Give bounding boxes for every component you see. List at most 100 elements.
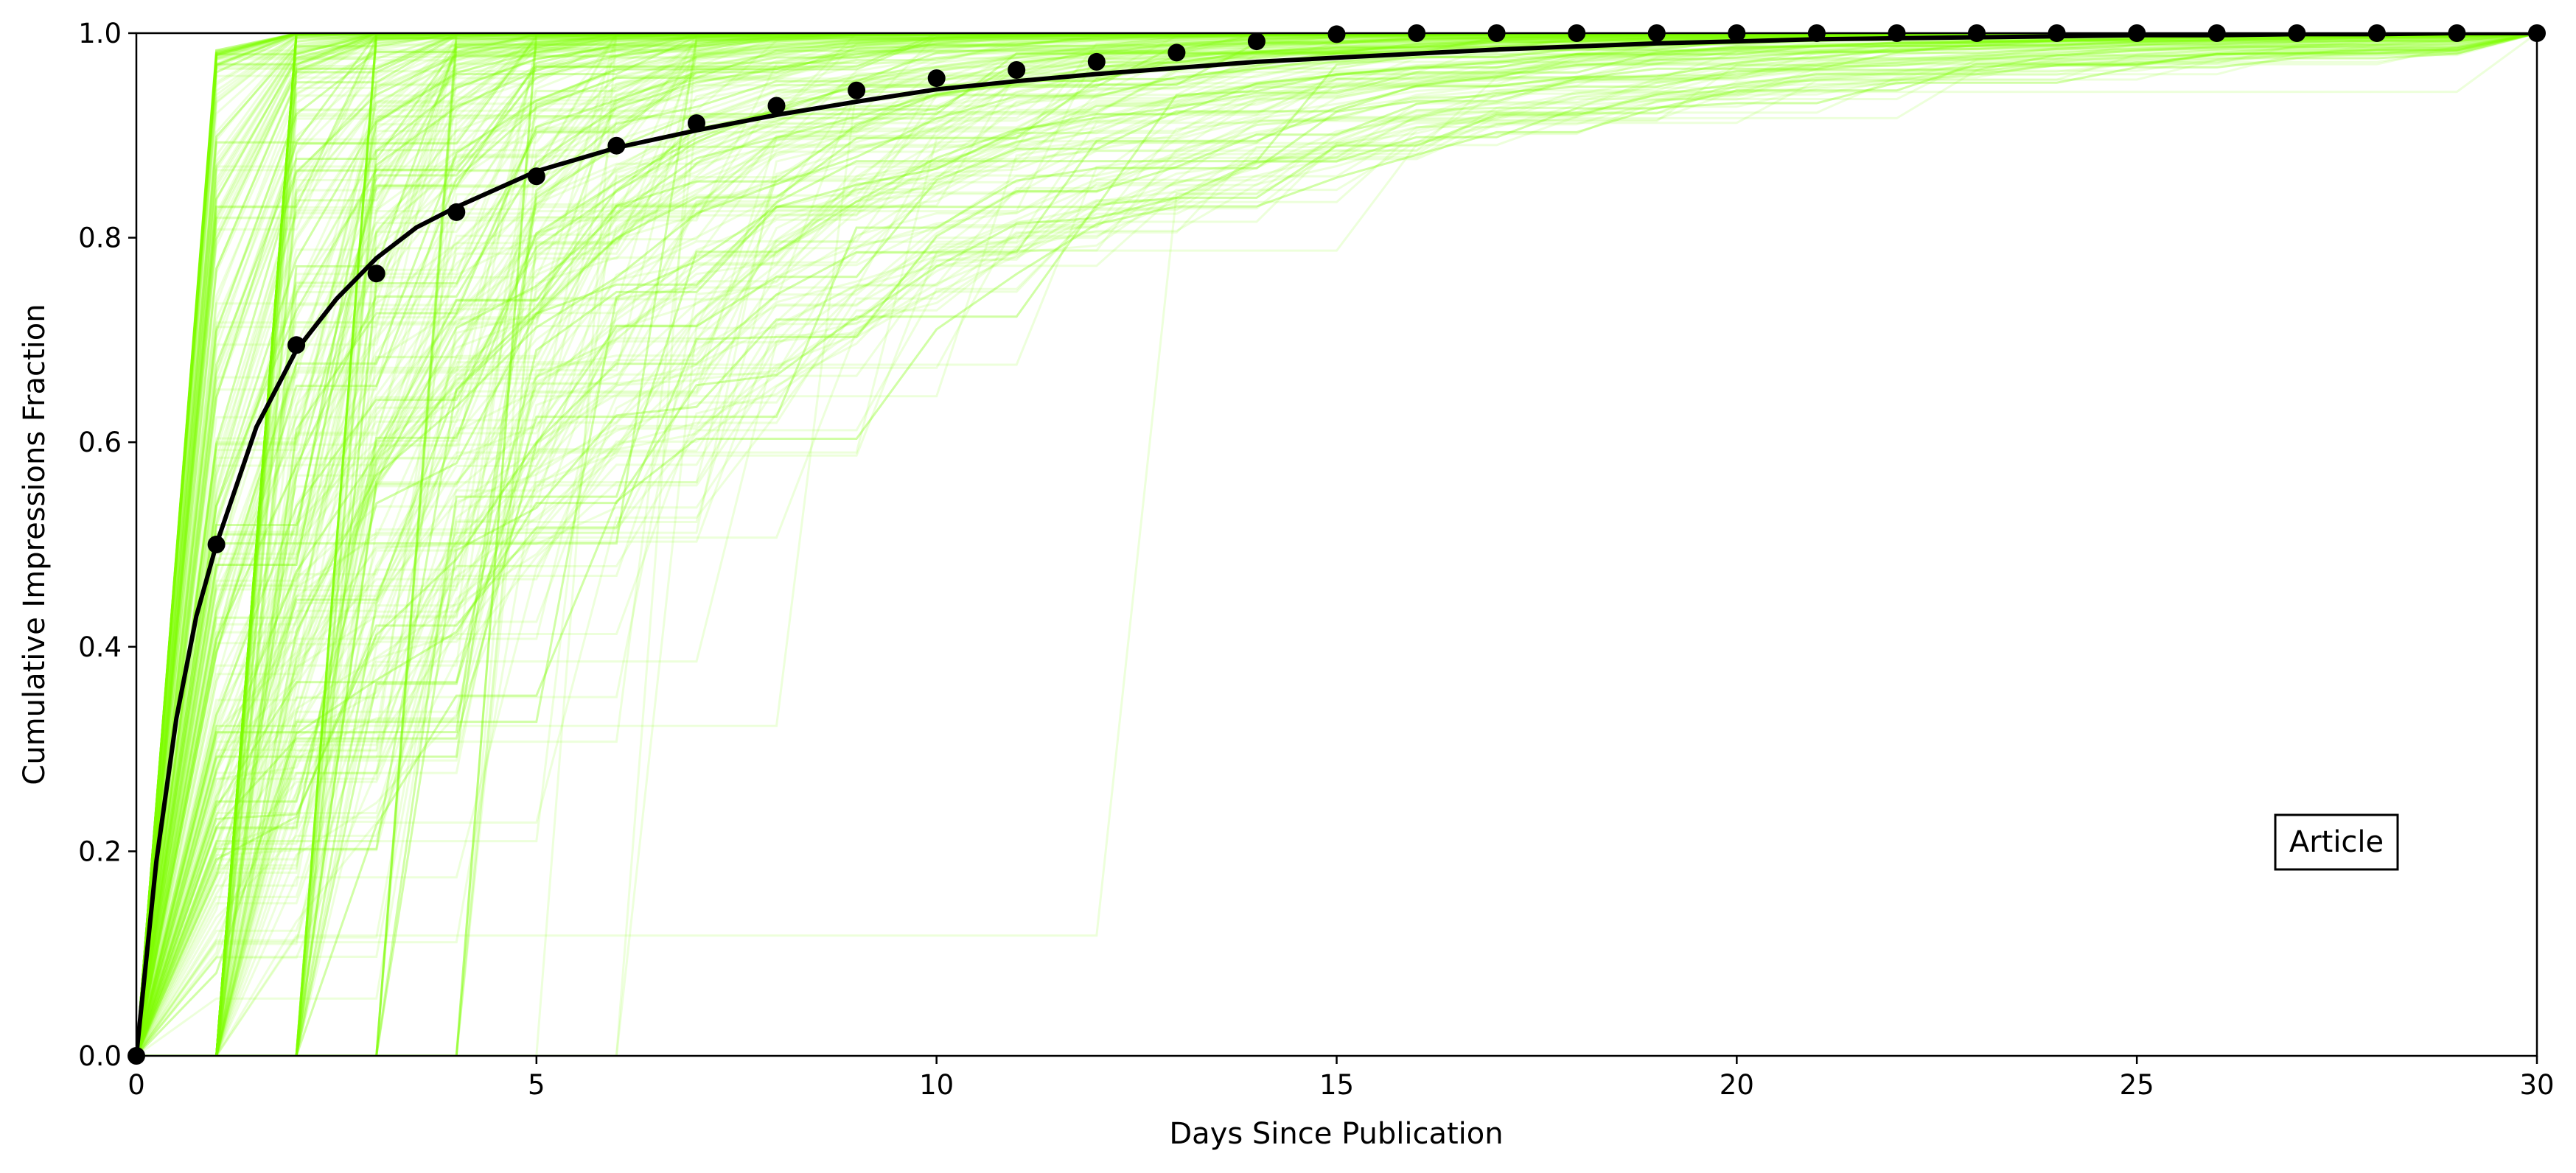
article-line — [136, 33, 2537, 1056]
x-axis: 0 5 10 15 20 25 30 — [128, 1056, 2555, 1101]
article-line — [136, 33, 2537, 1056]
article-line — [136, 33, 2537, 1056]
article-line — [136, 33, 2537, 1056]
article-line — [136, 33, 2537, 1056]
article-line — [136, 33, 2537, 1056]
article-line — [136, 33, 2537, 1056]
mean-point — [927, 69, 946, 88]
mean-point — [527, 167, 545, 186]
article-line — [136, 33, 2537, 1056]
article-line — [136, 33, 2537, 1056]
article-line — [136, 33, 2537, 1056]
article-line — [136, 33, 2537, 1056]
article-line — [136, 33, 2537, 1056]
mean-point — [767, 97, 786, 115]
article-line — [136, 33, 2537, 1056]
article-line — [136, 33, 2537, 1056]
article-line — [136, 33, 2537, 1056]
article-line — [136, 33, 2537, 1056]
article-line — [136, 33, 2537, 1056]
article-line — [136, 33, 2537, 1056]
article-line — [136, 33, 2537, 1056]
article-line — [136, 33, 2537, 1056]
article-line — [136, 33, 2537, 1056]
article-line — [136, 33, 2537, 1056]
x-tick-label: 10 — [919, 1069, 954, 1101]
mean-point — [1327, 25, 1346, 43]
article-line — [136, 33, 2537, 1056]
x-axis-label: Days Since Publication — [1169, 1117, 1503, 1151]
article-line — [136, 33, 2537, 1056]
mean-point — [688, 114, 705, 133]
mean-points-layer — [128, 24, 2546, 1065]
y-tick-label: 0.2 — [78, 836, 122, 867]
article-line — [136, 33, 2537, 1056]
article-line — [136, 33, 2537, 1056]
mean-point — [1087, 52, 1106, 71]
y-axis: 0.0 0.2 0.4 0.6 0.8 1.0 — [78, 18, 136, 1072]
article-line — [136, 33, 2537, 1056]
article-line — [136, 33, 2537, 1056]
article-line — [136, 33, 2537, 1056]
y-tick-label: 0.0 — [78, 1040, 122, 1072]
article-line — [136, 33, 2537, 1056]
article-line — [136, 33, 2537, 1056]
mean-point — [287, 336, 306, 354]
article-line — [136, 33, 2537, 1056]
article-line — [136, 33, 2537, 1056]
annotation-text: Article — [2289, 825, 2384, 859]
article-line — [136, 33, 2537, 1056]
article-line — [136, 33, 2537, 1056]
article-line — [136, 33, 2537, 1056]
article-line — [136, 33, 2537, 1056]
article-line — [136, 33, 2537, 1056]
article-line — [136, 33, 2537, 1056]
article-line — [136, 33, 2537, 1056]
article-line — [136, 33, 2537, 1056]
article-line — [136, 33, 2537, 1056]
x-tick-label: 0 — [128, 1069, 145, 1101]
article-line — [136, 33, 2537, 1056]
article-line — [136, 33, 2537, 1056]
article-line — [136, 33, 2537, 1056]
article-line — [136, 33, 2537, 1056]
x-tick-label: 30 — [2519, 1069, 2554, 1101]
article-line — [136, 33, 2537, 1056]
y-axis-label: Cumulative Impressions Fraction — [18, 304, 52, 785]
article-line — [136, 33, 2537, 1056]
article-line — [136, 33, 2537, 1056]
article-line — [136, 33, 2537, 1056]
article-line — [136, 33, 2537, 1056]
article-line — [136, 33, 2537, 1056]
article-line — [136, 33, 2537, 1056]
article-line — [136, 33, 2537, 1056]
article-line — [136, 33, 2537, 1056]
article-line — [136, 33, 2537, 1056]
mean-point — [447, 203, 466, 221]
article-line — [136, 33, 2537, 1056]
article-line — [136, 33, 2537, 1056]
individual-article-lines — [136, 33, 2537, 1056]
article-line — [136, 33, 2537, 1056]
article-line — [136, 33, 2537, 1056]
article-line — [136, 33, 2537, 1056]
article-line — [136, 33, 2537, 1056]
article-line — [136, 33, 2537, 1056]
article-line — [136, 33, 2537, 1056]
article-line — [136, 33, 2537, 1056]
article-line — [136, 33, 2537, 1056]
article-line — [136, 33, 2537, 1056]
article-line — [136, 33, 2537, 1056]
article-line — [136, 33, 2537, 1056]
article-line — [136, 33, 2537, 1056]
article-line — [136, 33, 2537, 1056]
mean-point — [1247, 32, 1266, 51]
article-line — [136, 33, 2537, 1056]
article-line — [136, 33, 2537, 1056]
article-line — [136, 33, 2537, 1056]
article-line — [136, 33, 2537, 1056]
article-line — [136, 33, 2537, 1056]
article-line — [136, 33, 2537, 1056]
article-line — [136, 33, 2537, 1056]
